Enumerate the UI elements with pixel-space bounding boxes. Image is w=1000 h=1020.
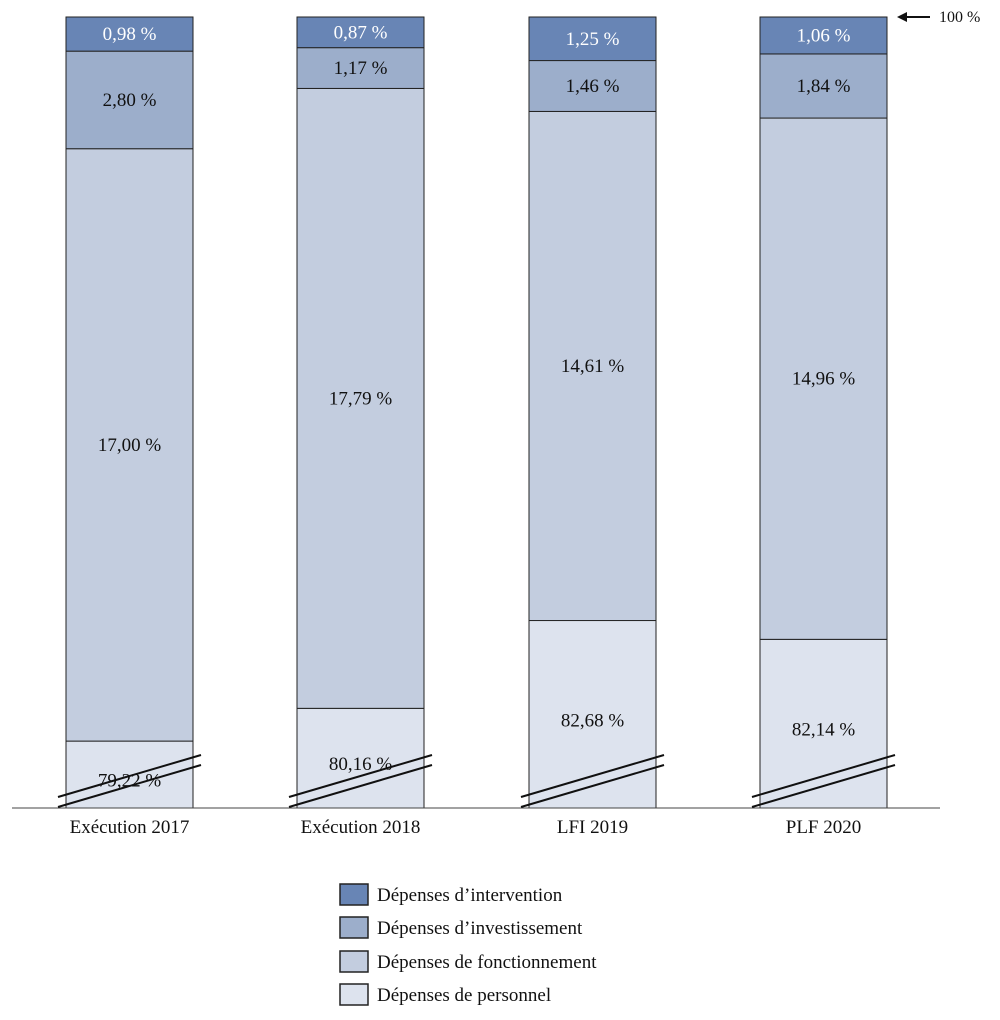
data-label-depenses-de-fonctionnement-plf-2020: 14,96 % <box>792 369 856 390</box>
bar-segment-depenses-de-fonctionnement-execution-2017 <box>65 148 194 742</box>
category-label-plf-2020: PLF 2020 <box>786 817 862 838</box>
axis-break-line-2-plf-2020 <box>751 764 896 808</box>
data-label-depenses-de-fonctionnement-lfi-2019: 14,61 % <box>561 356 625 377</box>
category-label-lfi-2019: LFI 2019 <box>557 817 628 838</box>
data-label-depenses-de-fonctionnement-execution-2018: 17,79 % <box>329 388 393 409</box>
data-label-depenses-d-investissement-execution-2017: 2,80 % <box>103 90 157 111</box>
axis-break-line-1-execution-2017 <box>57 754 202 798</box>
bar-segment-depenses-de-personnel-execution-2018 <box>296 707 425 809</box>
bar-segment-depenses-d-intervention-execution-2017 <box>65 16 194 52</box>
reference-label: 100 % <box>939 9 980 26</box>
bar-segment-depenses-d-investissement-plf-2020 <box>759 53 888 119</box>
legend-label-depenses-de-fonctionnement: Dépenses de fonctionnement <box>377 952 597 973</box>
bar-segment-depenses-d-investissement-lfi-2019 <box>528 60 657 112</box>
category-label-execution-2017: Exécution 2017 <box>70 817 190 838</box>
legend-swatch-depenses-de-personnel <box>339 983 369 1006</box>
axis-break-line-1-execution-2018 <box>288 754 433 798</box>
legend-swatch-depenses-de-fonctionnement <box>339 950 369 973</box>
legend-label-depenses-de-personnel: Dépenses de personnel <box>377 985 551 1006</box>
data-label-depenses-d-intervention-execution-2017: 0,98 % <box>103 24 157 45</box>
legend-label-depenses-d-intervention: Dépenses d’intervention <box>377 885 563 906</box>
data-label-depenses-de-personnel-execution-2017: 79,22 % <box>98 771 162 792</box>
data-label-depenses-d-investissement-plf-2020: 1,84 % <box>797 76 851 97</box>
data-label-depenses-d-intervention-lfi-2019: 1,25 % <box>566 29 620 50</box>
bar-segment-depenses-d-intervention-plf-2020 <box>759 16 888 55</box>
legend: Dépenses d’intervention Dépenses d’invest… <box>339 883 597 1006</box>
axis-break-line-1-lfi-2019 <box>520 754 665 798</box>
reference-marker: 100 % <box>897 9 980 26</box>
legend-label-depenses-d-investissement: Dépenses d’investissement <box>377 918 583 939</box>
data-label-depenses-de-fonctionnement-execution-2017: 17,00 % <box>98 435 162 456</box>
category-label-execution-2018: Exécution 2018 <box>301 817 421 838</box>
data-label-depenses-de-personnel-plf-2020: 82,14 % <box>792 720 856 741</box>
axis-break-line-1-plf-2020 <box>751 754 896 798</box>
data-label-depenses-de-personnel-lfi-2019: 82,68 % <box>561 710 625 731</box>
data-label-depenses-d-intervention-plf-2020: 1,06 % <box>797 25 851 46</box>
axis-break-marks <box>57 754 896 808</box>
legend-swatch-depenses-d-investissement <box>339 916 369 939</box>
category-labels: Exécution 2017 Exécution 2018 LFI 2019 PLF … <box>70 817 862 838</box>
bar-segment-depenses-d-investissement-execution-2018 <box>296 47 425 89</box>
bar-segment-depenses-de-personnel-plf-2020 <box>759 638 888 809</box>
bar-segment-depenses-d-intervention-execution-2018 <box>296 16 425 49</box>
bars-group: 79,22 % 17,00 % 2,80 % 0,98 % 80,16 % 17,79 %… <box>65 16 888 809</box>
data-label-depenses-de-personnel-execution-2018: 80,16 % <box>329 754 393 775</box>
axis-break-line-2-lfi-2019 <box>520 764 665 808</box>
data-label-depenses-d-intervention-execution-2018: 0,87 % <box>334 22 388 43</box>
bar-segment-depenses-d-intervention-lfi-2019 <box>528 16 657 62</box>
data-label-depenses-d-investissement-execution-2018: 1,17 % <box>334 58 388 79</box>
bar-segment-depenses-de-fonctionnement-execution-2018 <box>296 87 425 709</box>
data-label-depenses-d-investissement-lfi-2019: 1,46 % <box>566 76 620 97</box>
axis-break-line-2-execution-2017 <box>57 764 202 808</box>
reference-arrow-head-icon <box>897 12 907 22</box>
legend-swatch-depenses-d-intervention <box>339 883 369 906</box>
axis-break-line-2-execution-2018 <box>288 764 433 808</box>
bar-segment-depenses-de-fonctionnement-lfi-2019 <box>528 110 657 622</box>
